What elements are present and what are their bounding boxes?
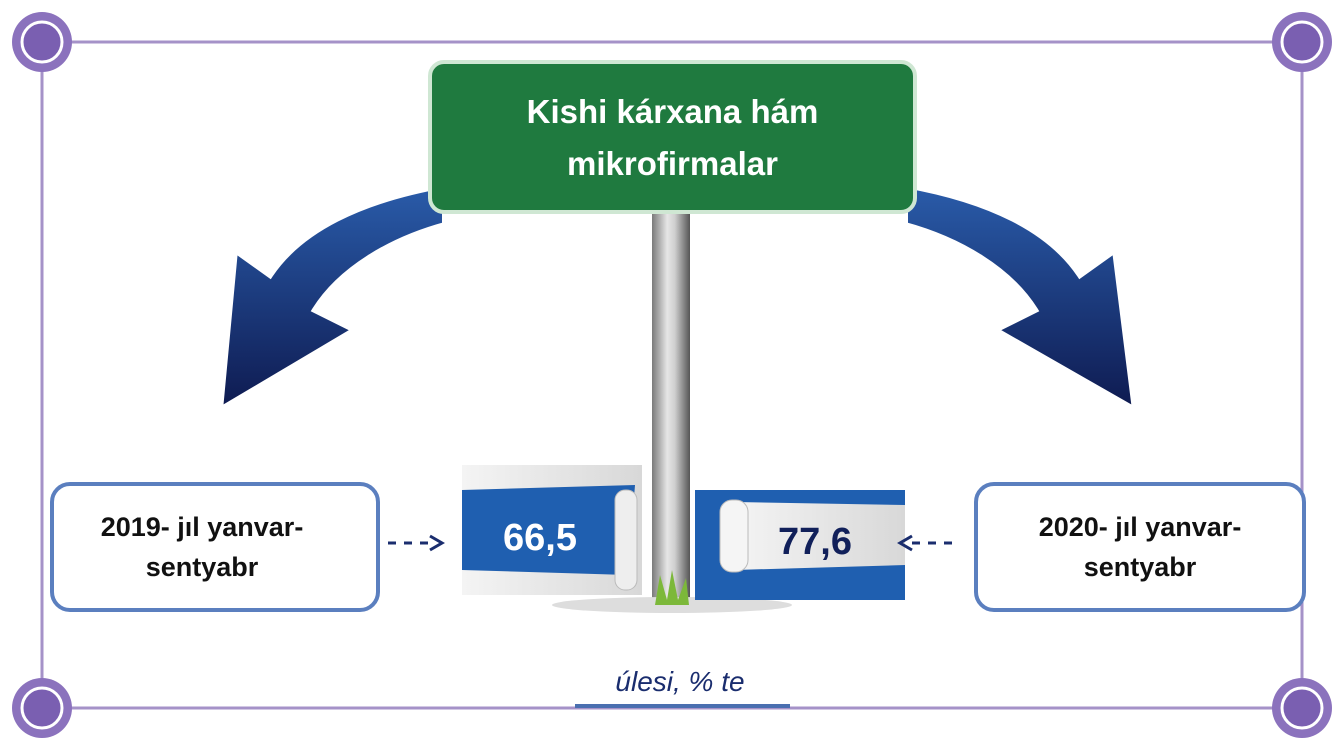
note: úlesi, % te (615, 666, 745, 697)
value-panel (462, 465, 642, 595)
pole (652, 205, 690, 605)
value-panel (695, 490, 905, 600)
corner-dots (12, 12, 1332, 738)
period-label: 2019- jıl yanvar-sentyabr (100, 512, 304, 582)
period-value: 77,6 (778, 520, 852, 563)
sign (428, 60, 917, 214)
pointer (388, 534, 952, 552)
left-arrow (216, 181, 448, 416)
right-arrow (902, 181, 1139, 416)
period-box (50, 482, 380, 612)
period-label: 2020- jıl yanvar-sentyabr (1038, 512, 1242, 582)
sign-title: Kishi kárxana hám mikrofirmalar (526, 93, 819, 182)
grass (655, 570, 689, 605)
period-value: 66,5 (503, 516, 577, 559)
period-box (974, 482, 1306, 612)
